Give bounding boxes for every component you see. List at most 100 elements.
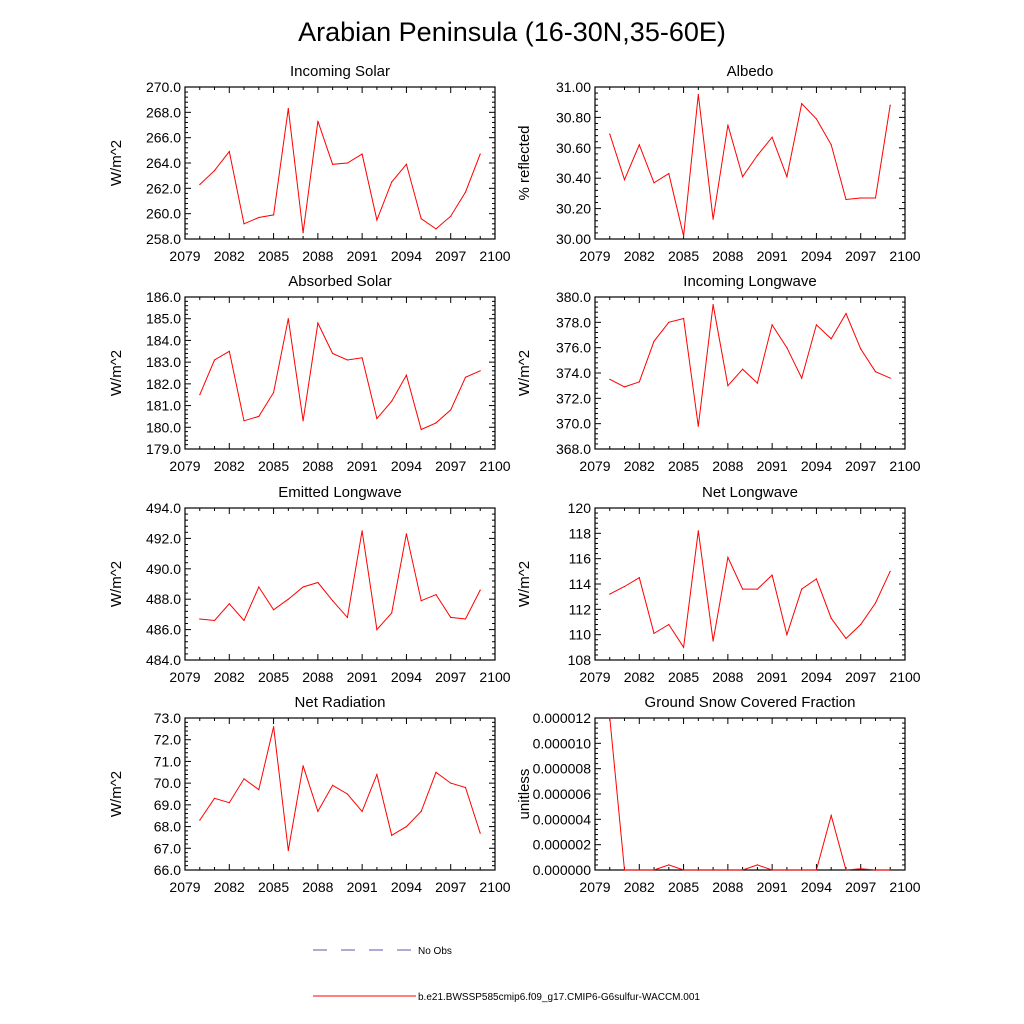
y-tick-label: 30.20 <box>556 201 591 217</box>
data-point <box>228 603 230 605</box>
data-point <box>727 869 729 871</box>
x-tick-label: 2097 <box>435 669 466 685</box>
y-axis-label: W/m^2 <box>108 771 125 817</box>
data-point <box>435 422 437 424</box>
x-tick-label: 2085 <box>668 669 699 685</box>
data-point <box>376 418 378 420</box>
x-tick-label: 2079 <box>169 879 200 895</box>
series-line <box>199 108 481 233</box>
data-point <box>609 133 611 135</box>
data-point <box>243 223 245 225</box>
y-tick-label: 181.0 <box>146 398 181 414</box>
legend: No Obs b.e21.BWSSP585cmip6.f09_g17.CMIP6… <box>313 946 700 1003</box>
data-point <box>391 181 393 183</box>
data-point <box>712 304 714 306</box>
y-tick-label: 108 <box>568 652 592 668</box>
data-point <box>771 869 773 871</box>
y-tick-label: 0.000010 <box>533 735 592 751</box>
data-point <box>258 789 260 791</box>
data-point <box>464 786 467 789</box>
panel-title: Ground Snow Covered Fraction <box>645 694 856 711</box>
panel-title: Incoming Longwave <box>683 273 816 290</box>
x-tick-label: 2100 <box>479 669 510 685</box>
x-tick-label: 2094 <box>801 248 832 264</box>
y-tick-label: 0.000002 <box>533 837 592 853</box>
data-point <box>405 533 407 535</box>
data-point <box>683 317 685 320</box>
y-axis-label: W/m^2 <box>108 561 125 607</box>
x-tick-label: 2100 <box>479 458 510 474</box>
panel-net-longwave: 2079 2082 2085 2088 2091 2094 2097 2100 108 110 11… <box>516 484 921 685</box>
data-point <box>317 120 319 122</box>
x-tick-label: 2082 <box>214 248 245 264</box>
plot-frame <box>184 507 496 661</box>
series-line <box>609 94 891 237</box>
x-tick-label: 2079 <box>579 879 610 895</box>
x-tick-label: 2097 <box>845 458 876 474</box>
data-point <box>479 370 481 372</box>
data-point <box>273 391 275 394</box>
x-tick-label: 2085 <box>668 879 699 895</box>
data-point <box>258 586 260 588</box>
data-point <box>889 377 891 379</box>
x-tick-label: 2085 <box>668 458 699 474</box>
data-point <box>697 530 699 532</box>
data-point <box>376 773 378 776</box>
x-tick-label: 2097 <box>845 879 876 895</box>
data-point <box>815 869 818 871</box>
data-point <box>213 619 216 622</box>
data-point <box>346 793 348 795</box>
data-point <box>361 810 363 813</box>
data-point <box>742 588 744 590</box>
data-point <box>228 151 230 153</box>
legend-label-no-obs: No Obs <box>418 946 452 957</box>
x-tick-label: 2094 <box>391 458 422 474</box>
y-tick-label: 258.0 <box>146 231 181 247</box>
data-point <box>786 634 788 636</box>
data-point <box>287 598 289 600</box>
y-tick-label: 120 <box>568 500 592 516</box>
data-point <box>801 103 803 105</box>
y-tick-label: 66.0 <box>154 862 181 878</box>
data-point <box>756 588 759 590</box>
data-point <box>346 616 348 619</box>
data-point <box>302 232 304 234</box>
y-tick-label: 114 <box>569 576 592 592</box>
data-point <box>332 352 334 355</box>
data-point <box>845 869 847 871</box>
y-tick-label: 378.0 <box>556 314 591 330</box>
y-tick-label: 380.0 <box>556 289 591 305</box>
y-tick-label: 30.00 <box>556 231 591 247</box>
data-point <box>479 832 481 834</box>
data-point <box>683 869 685 871</box>
y-tick-label: 183.0 <box>146 354 181 370</box>
data-point <box>727 124 729 126</box>
y-tick-label: 68.0 <box>154 819 181 835</box>
data-point <box>845 637 847 640</box>
x-tick-label: 2100 <box>479 879 510 895</box>
x-tick-label: 2100 <box>889 879 920 895</box>
data-point <box>420 810 422 813</box>
data-point <box>420 600 422 602</box>
x-tick-label: 2100 <box>889 248 920 264</box>
data-point <box>653 869 655 871</box>
data-point <box>874 371 877 373</box>
y-axis-label: unitless <box>516 769 533 820</box>
series-line <box>609 530 891 649</box>
data-point <box>756 864 759 866</box>
data-point <box>638 381 640 383</box>
data-point <box>727 385 729 387</box>
y-tick-label: 116 <box>569 551 592 567</box>
y-tick-label: 67.0 <box>154 840 181 856</box>
data-point <box>243 619 245 622</box>
data-point <box>697 94 699 96</box>
y-tick-label: 488.0 <box>146 591 181 607</box>
data-point <box>243 420 245 422</box>
x-tick-label: 2079 <box>169 458 200 474</box>
x-tick-label: 2079 <box>169 669 200 685</box>
data-point <box>712 218 714 220</box>
plot-frame <box>184 296 496 450</box>
data-point <box>479 153 481 155</box>
data-point <box>623 386 626 388</box>
